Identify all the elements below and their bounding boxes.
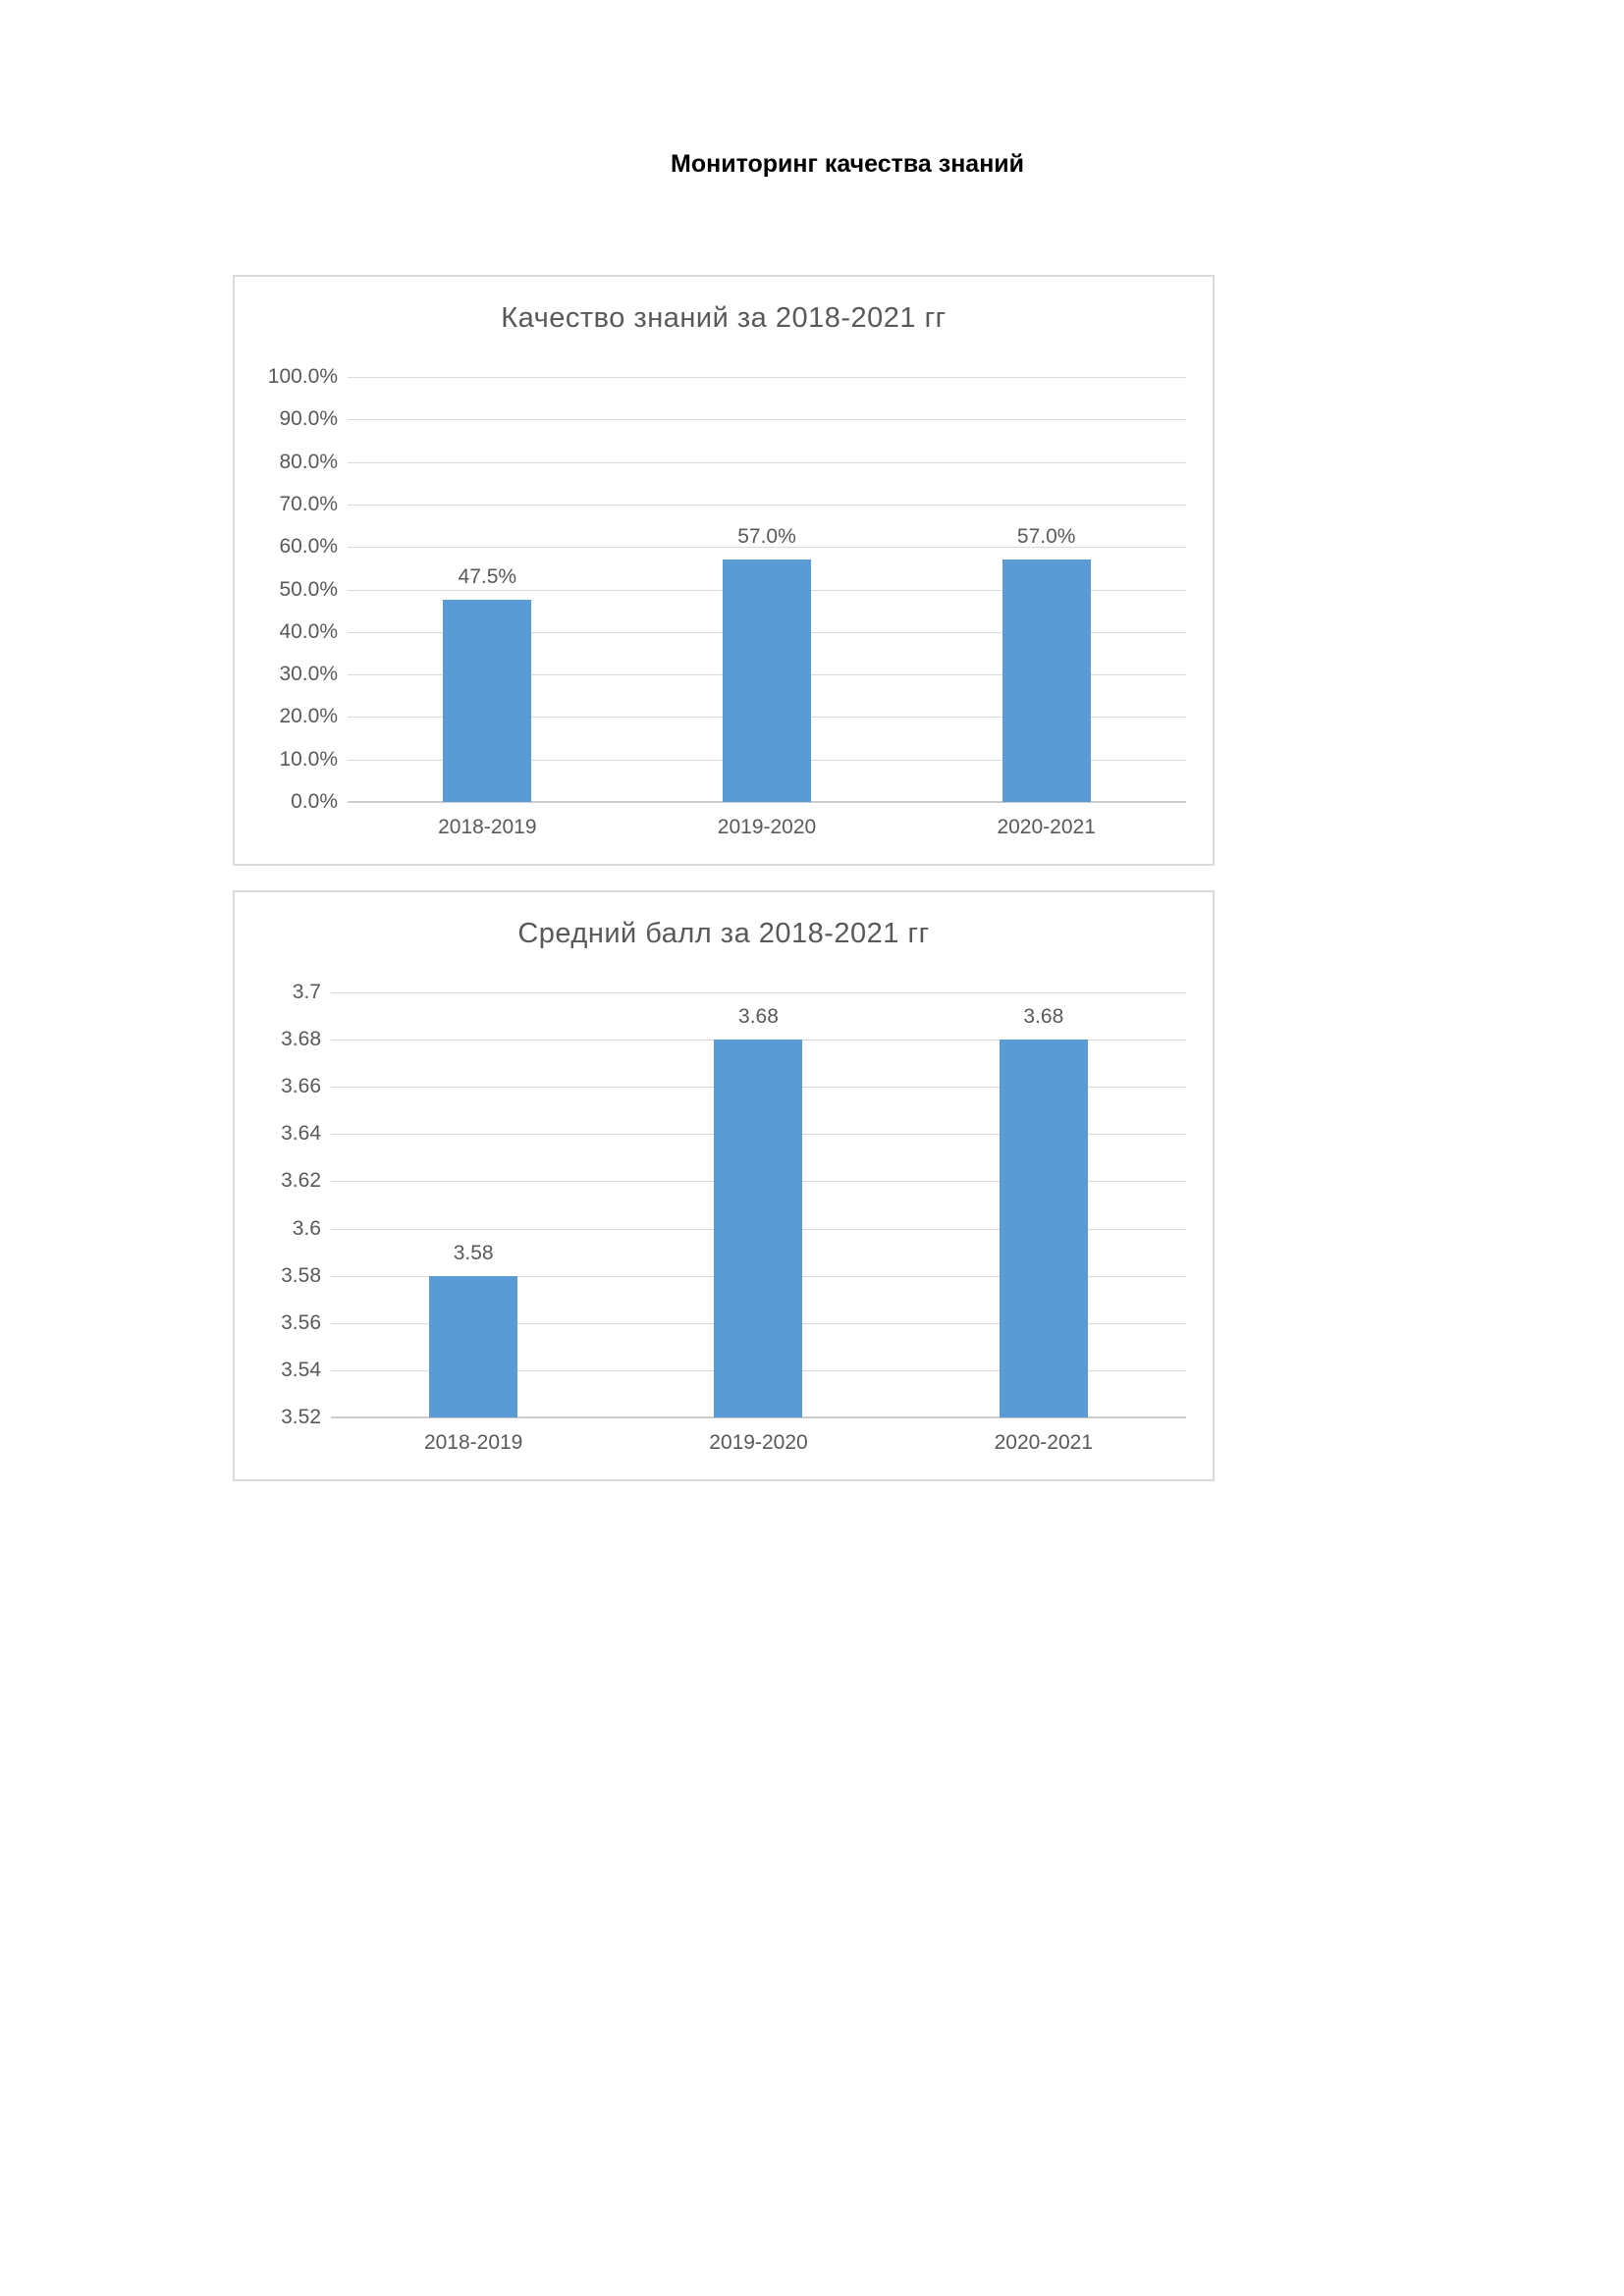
y-tick-label: 3.6 [292,1216,321,1240]
y-tick-label: 0.0% [291,790,338,813]
x-tick-label: 2020-2021 [994,1431,1094,1454]
y-tick-label: 3.66 [281,1075,321,1098]
y-tick-label: 90.0% [279,407,338,431]
y-tick-label: 3.54 [281,1358,321,1381]
y-tick-label: 40.0% [279,619,338,643]
y-tick-label: 20.0% [279,705,338,728]
bar-slot: 3.68 [901,992,1186,1417]
bar: 57.0% [723,525,811,802]
bar-slot: 3.58 [331,992,616,1417]
bar-slot: 57.0% [906,377,1186,802]
average-score-chart: Средний балл за 2018-2021 гг 3.7 3.68 3.66… [233,890,1215,1481]
gridline [348,547,1186,549]
bar: 3.68 [714,1005,803,1417]
y-tick-label: 3.64 [281,1122,321,1146]
bar-value-label: 3.68 [738,1005,779,1029]
bar-value-label: 47.5% [458,565,517,589]
gridline [348,801,1186,803]
y-tick-label: 3.52 [281,1406,321,1428]
y-tick-label: 3.68 [281,1028,321,1051]
x-tick-label: 2019-2020 [717,816,817,838]
document-title: Мониторинг качества знаний [671,150,1025,178]
gridline [331,992,1186,993]
y-tick-label: 3.7 [292,981,321,1003]
y-tick-label: 3.56 [281,1310,321,1334]
bar-series: 3.58 3.68 3.68 [331,992,1186,1417]
x-axis: 2018-2019 2019-2020 2020-2021 [331,1417,1186,1455]
chart-title: Качество знаний за 2018-2021 гг [501,302,947,334]
x-tick-label: 2018-2019 [438,816,537,838]
gridline [348,504,1186,506]
bar-slot: 47.5% [348,377,627,802]
bar: 57.0% [1001,525,1091,802]
y-tick-label: 80.0% [279,450,338,473]
y-tick-label: 3.58 [281,1263,321,1287]
x-tick-label: 2019-2020 [709,1431,808,1454]
y-axis: 3.7 3.68 3.66 3.64 3.62 3.6 3.58 3.56 3.54 3.52 [235,981,321,1428]
plot-area: 3.58 3.68 3.68 2018-2019 2019-2020 2020-2021 [331,992,1186,1454]
y-tick-label: 3.62 [281,1169,321,1193]
bar-value-label: 3.68 [1023,1005,1064,1029]
bar-value-label: 57.0% [1016,525,1076,549]
gridline [331,1416,1186,1418]
y-tick-label: 70.0% [279,492,338,515]
bar: 3.68 [999,1005,1088,1417]
chart-title: Средний балл за 2018-2021 гг [517,918,930,949]
gridline [348,461,1186,463]
plot-area: 47.5% 57.0% 57.0% 2018-2019 2019-2020 2020-2… [348,377,1186,838]
y-tick-label: 10.0% [279,747,338,771]
y-tick-label: 60.0% [279,535,338,559]
bar: 3.58 [429,1242,518,1417]
y-tick-label: 100.0% [267,365,338,388]
bar-value-label: 3.58 [453,1241,494,1264]
y-tick-label: 30.0% [279,663,338,686]
bar-slot: 3.68 [616,992,900,1417]
quality-of-knowledge-chart: Качество знаний за 2018-2021 гг 100.0% 90… [233,275,1215,866]
x-tick-label: 2020-2021 [997,816,1096,838]
gridline [348,419,1186,421]
bar: 47.5% [443,565,532,802]
bar-series: 47.5% 57.0% 57.0% [348,377,1186,802]
x-tick-label: 2018-2019 [423,1431,523,1454]
x-axis: 2018-2019 2019-2020 2020-2021 [348,802,1186,839]
bar-slot: 57.0% [627,377,907,802]
gridline [348,377,1186,378]
bar-value-label: 57.0% [737,525,796,549]
y-tick-label: 50.0% [279,577,338,601]
y-axis: 100.0% 90.0% 80.0% 70.0% 60.0% 50.0% 40.0% 30.0… [235,365,338,813]
